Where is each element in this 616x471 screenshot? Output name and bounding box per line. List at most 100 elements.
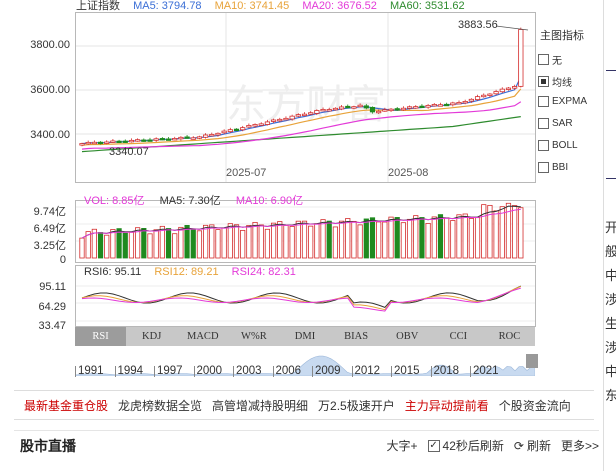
ma20-label: MA20: 3676.52 (302, 0, 377, 12)
indicator-checkbox[interactable] (538, 118, 549, 129)
candle-body (474, 96, 481, 101)
font-size-button[interactable]: 大字+ (386, 439, 418, 453)
quick-link[interactable]: 个股资金流向 (498, 398, 571, 413)
timeline-tick (154, 366, 155, 377)
volume-bar (320, 219, 326, 259)
live-section-header: 股市直播 大字+ ✓ 42秒后刷新 ⟳ 刷新 更多>> (14, 430, 599, 460)
indicator-option-无[interactable]: 无 (538, 52, 562, 67)
indicator-checkbox[interactable] (538, 54, 549, 65)
volume-bar (85, 231, 91, 259)
timeline-tick (312, 366, 313, 377)
indicator-option-label: 无 (552, 56, 562, 67)
candle-body (104, 141, 110, 144)
tab-roc[interactable]: ROC (498, 331, 521, 342)
indicator-checkbox[interactable] (538, 96, 549, 107)
volume-bar (512, 205, 518, 259)
tab-wpctr[interactable]: W%R (241, 331, 267, 342)
timeline-tick (272, 366, 274, 377)
timeline-tick (351, 366, 353, 377)
tab-obv[interactable]: OBV (396, 331, 419, 342)
quick-link[interactable]: 龙虎榜数据全览 (118, 398, 203, 413)
right-column-char: 开 (605, 220, 616, 235)
volume-bar (172, 233, 178, 259)
quick-link[interactable]: 高管增减持股明细 (212, 398, 309, 413)
tab-cci[interactable]: CCI (449, 331, 468, 342)
candle-body (110, 140, 116, 143)
volume-bar (104, 234, 110, 259)
volume-bar (295, 220, 301, 259)
timeline-year: 2009 (315, 365, 341, 377)
tab-bias[interactable]: BIAS (344, 331, 369, 342)
timeline-tick (233, 366, 234, 377)
ma60-label: MA60: 3531.62 (390, 0, 465, 12)
candle-body (85, 141, 91, 145)
indicator-option-均线[interactable]: 均线 (538, 74, 572, 89)
candle-body (518, 29, 524, 87)
volume-bar (468, 218, 474, 259)
candle-body (444, 103, 450, 107)
volume-bar (190, 228, 196, 259)
volume-bar (487, 204, 493, 259)
candle-body (135, 139, 141, 142)
tab-macd[interactable]: MACD (187, 331, 219, 342)
volume-bar (376, 221, 382, 259)
candle-body (376, 110, 382, 114)
volume-bar (400, 222, 406, 259)
volume-bar (388, 216, 394, 259)
candle-body (320, 109, 326, 112)
quick-link[interactable]: 主力异动提前看 (404, 398, 489, 413)
indicator-checkbox[interactable] (538, 140, 549, 151)
candle-body (301, 113, 308, 117)
candle-body (153, 138, 159, 141)
indicator-option-label: BBI (552, 162, 569, 173)
quick-link[interactable]: 最新基金重仓股 (24, 398, 109, 413)
volume-bar (437, 214, 444, 259)
indicator-option-bbi[interactable]: BBI (538, 162, 568, 173)
volume-bar (196, 230, 203, 259)
candle-body (314, 110, 320, 114)
candle-body (196, 136, 203, 139)
rsi-panel[interactable] (75, 265, 536, 327)
tab-dmi[interactable]: DMI (294, 331, 316, 342)
timeline-year: 2015 (394, 365, 420, 377)
candle-body (221, 130, 227, 134)
candle-body (351, 106, 357, 109)
candle-body (122, 140, 128, 143)
indicator-option-sar[interactable]: SAR (538, 118, 573, 129)
volume-bar (122, 232, 128, 259)
high-annotation: 3883.56 (458, 19, 498, 31)
indicator-option-boll[interactable]: BOLL (538, 140, 578, 151)
timeline-year: 2021 (473, 365, 499, 377)
volume-panel[interactable] (75, 200, 536, 263)
timeline-year: 1994 (117, 365, 144, 377)
candle-body (326, 109, 332, 112)
auto-refresh-toggle[interactable]: ✓ 42秒后刷新 (427, 437, 504, 454)
rsi-tick-3: 33.47 (38, 320, 66, 332)
volume-bar (178, 226, 184, 259)
quick-link[interactable]: 万2.5极速开户 (318, 398, 395, 413)
auto-refresh-checkbox[interactable]: ✓ (427, 439, 440, 452)
auto-refresh-label: 42秒后刷新 (442, 439, 504, 453)
candle-body (141, 139, 147, 142)
refresh-button[interactable]: ⟳ 刷新 (514, 437, 551, 454)
timeline-handle[interactable] (526, 354, 538, 368)
more-link[interactable]: 更多>> (560, 439, 599, 453)
ma10-label: MA10: 3741.45 (214, 0, 290, 12)
rsi24-label: RSI24: 82.31 (231, 266, 296, 278)
indicator-option-expma[interactable]: EXPMA (538, 96, 587, 107)
volume-bar (326, 220, 332, 259)
index-name: 上证指数 (76, 0, 120, 12)
indicator-checkbox[interactable] (538, 76, 549, 87)
price-chart-panel[interactable]: 东方财富 (75, 12, 536, 183)
candle-body (97, 141, 104, 145)
indicator-checkbox[interactable] (538, 162, 549, 173)
candle-body (91, 141, 97, 145)
volume-bar (413, 215, 419, 259)
tab-kdj[interactable]: KDJ (142, 331, 162, 342)
price-tick-2: 3600.00 (30, 84, 70, 96)
live-title: 股市直播 (20, 437, 76, 454)
price-tick-1: 3800.00 (30, 39, 70, 51)
date-tick-2: 2025-08 (388, 167, 429, 179)
timeline-navigator[interactable] (75, 346, 538, 376)
tab-rsi[interactable]: RSI (75, 327, 127, 346)
